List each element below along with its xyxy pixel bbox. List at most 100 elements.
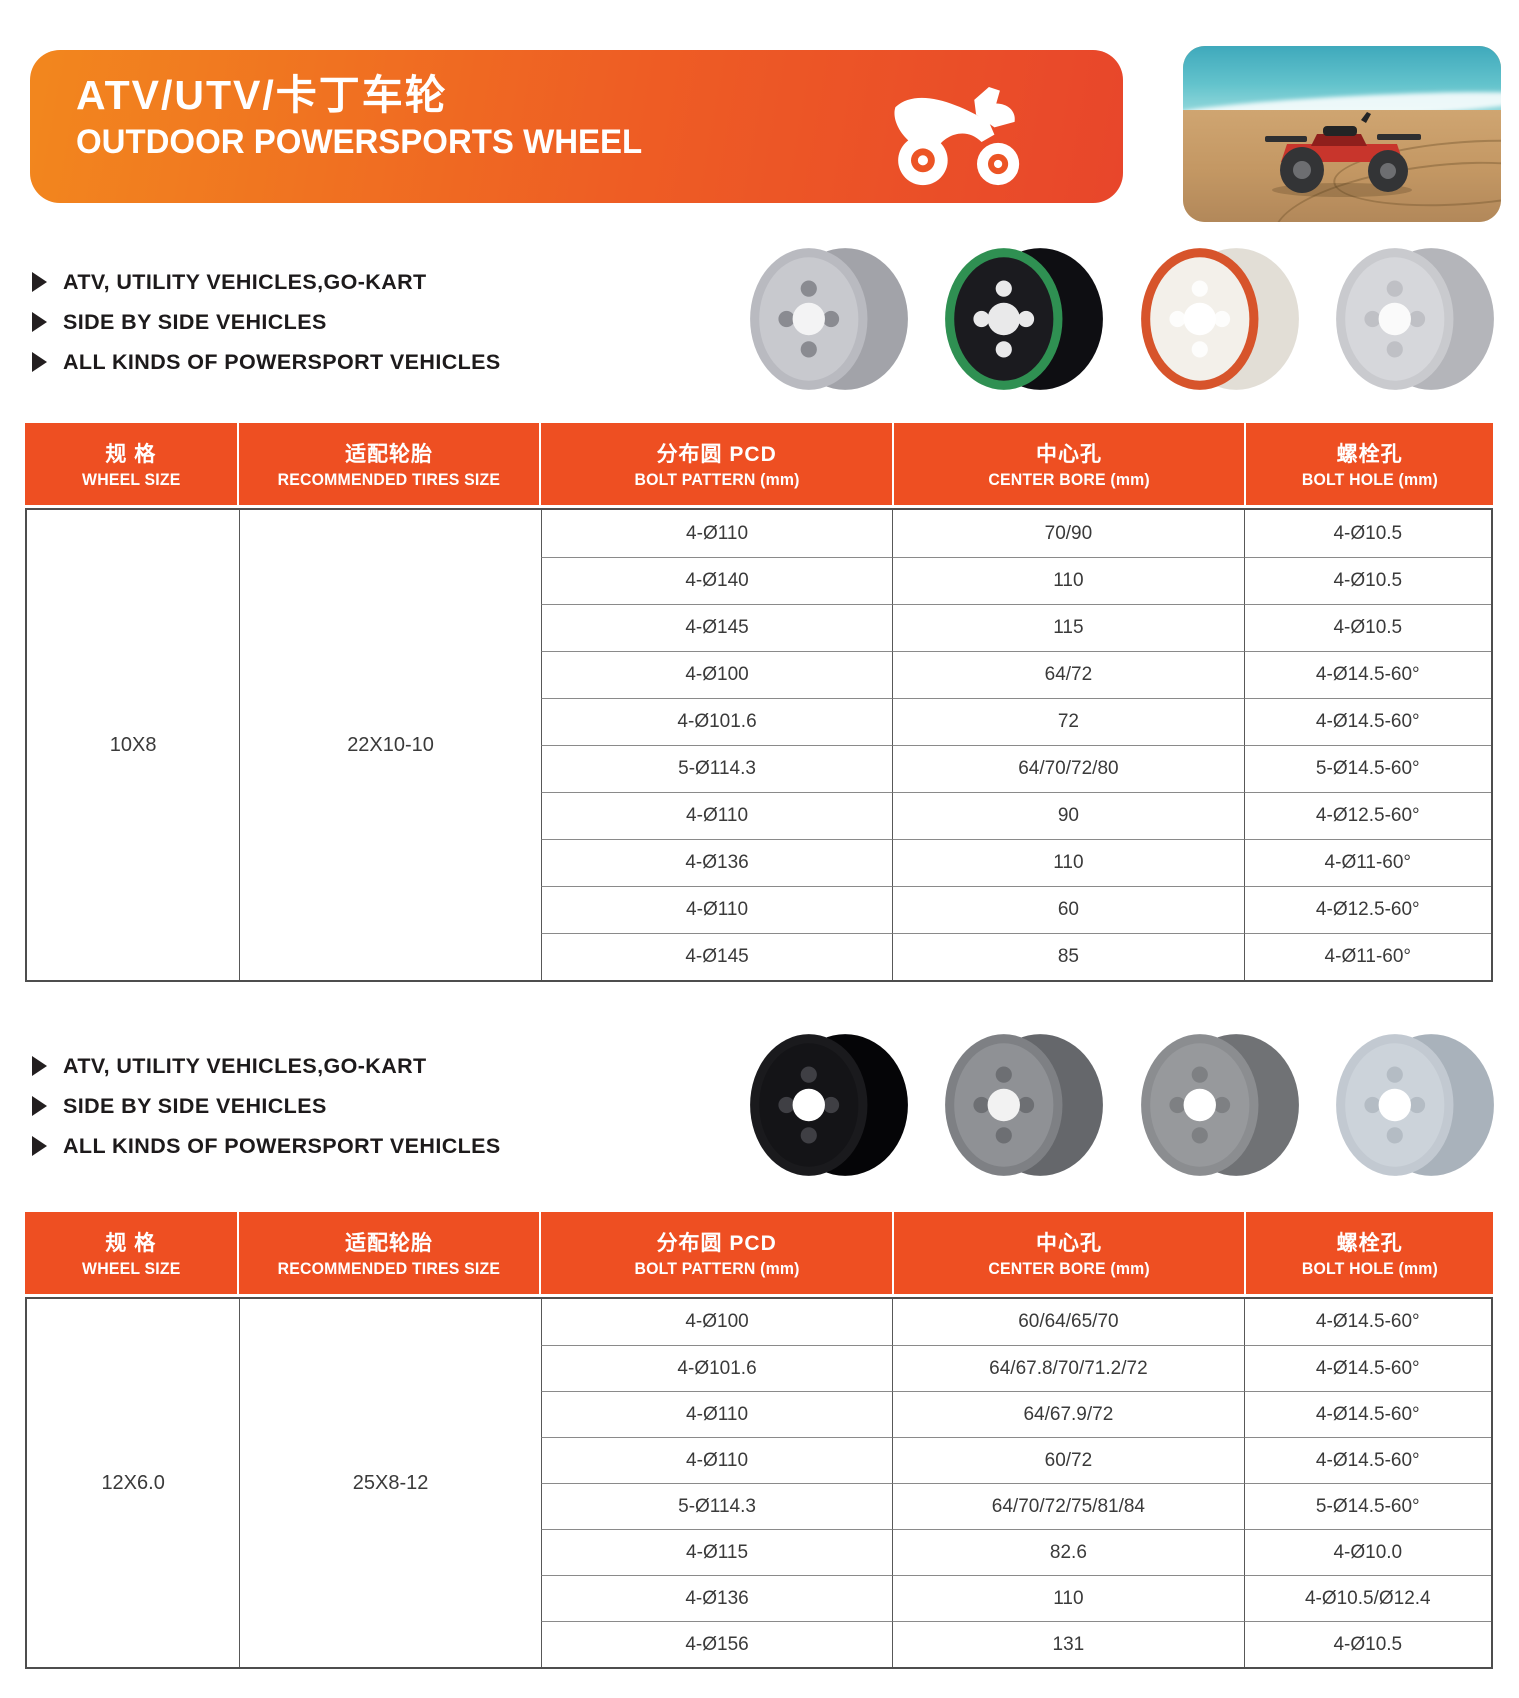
table-header-row: 规 格 WHEEL SIZE 适配轮胎 RECOMMENDED TIRES SI… [25, 1212, 1493, 1294]
cell: 4-Ø110 [540, 510, 892, 557]
bullet-label: ATV, UTILITY VEHICLES,GO-KART [63, 269, 427, 294]
cell: 5-Ø114.3 [540, 1483, 893, 1529]
cell: 64/70/72/80 [892, 745, 1244, 792]
bullet-label: ALL KINDS OF POWERSPORT VEHICLES [63, 1133, 501, 1158]
col-header-tires-size: 适配轮胎 RECOMMENDED TIRES SIZE [238, 1212, 540, 1294]
list-item: ATV, UTILITY VEHICLES,GO-KART [32, 262, 672, 302]
cell: 4-Ø12.5-60° [1243, 792, 1491, 839]
cell: 110 [892, 1575, 1244, 1621]
list-item: ALL KINDS OF POWERSPORT VEHICLES [32, 1126, 672, 1166]
table-body: 12X6.0 25X8-12 4-Ø100 60/64/65/70 4-Ø14.… [25, 1297, 1493, 1669]
cell: 131 [892, 1621, 1244, 1667]
col-header-center-bore: 中心孔 CENTER BORE (mm) [893, 423, 1245, 505]
table-header-row: 规 格 WHEEL SIZE 适配轮胎 RECOMMENDED TIRES SI… [25, 423, 1493, 505]
white-wheel-orange-rim [1133, 243, 1305, 395]
cell: 4-Ø14.5-60° [1243, 1391, 1491, 1437]
cell: 4-Ø101.6 [540, 698, 893, 745]
cell: 4-Ø110 [540, 1437, 893, 1483]
page-title-en: OUTDOOR POWERSPORTS WHEEL [76, 123, 643, 162]
cell: 60/64/65/70 [892, 1299, 1243, 1345]
cell: 4-Ø14.5-60° [1243, 1299, 1491, 1345]
wheel-size-cell: 12X6.0 [101, 1471, 165, 1494]
cell: 4-Ø100 [540, 1299, 892, 1345]
cell: 4-Ø156 [540, 1621, 893, 1667]
cell: 4-Ø14.5-60° [1243, 1345, 1491, 1391]
silver-vented-steel-wheel [742, 243, 914, 395]
cell: 4-Ø10.0 [1243, 1529, 1491, 1575]
list-item: ATV, UTILITY VEHICLES,GO-KART [32, 1046, 672, 1086]
wheel-images-row-1 [742, 240, 1500, 398]
cell: 4-Ø140 [540, 557, 893, 604]
cell: 64/72 [892, 651, 1244, 698]
cell: 4-Ø136 [540, 1575, 893, 1621]
col-header-tires-size: 适配轮胎 RECOMMENDED TIRES SIZE [238, 423, 540, 505]
light-grey-steel-wheel [1328, 1029, 1500, 1181]
cell: 4-Ø10.5/Ø12.4 [1243, 1575, 1491, 1621]
dark-grey-steel-wheel [1133, 1029, 1305, 1181]
cell: 4-Ø110 [540, 1391, 893, 1437]
photo-atv [1265, 112, 1421, 197]
cell: 82.6 [892, 1529, 1244, 1575]
cell: 4-Ø10.5 [1243, 557, 1491, 604]
col-header-wheel-size: 规 格 WHEEL SIZE [25, 1212, 237, 1294]
cell: 4-Ø11-60° [1243, 933, 1491, 980]
cell: 72 [892, 698, 1244, 745]
spec-table-12x6: 规 格 WHEEL SIZE 适配轮胎 RECOMMENDED TIRES SI… [25, 1212, 1493, 1669]
col-header-bolt-pattern: 分布圆 PCD BOLT PATTERN (mm) [541, 1212, 892, 1294]
cell: 64/70/72/75/81/84 [892, 1483, 1244, 1529]
feature-list-2: ATV, UTILITY VEHICLES,GO-KART SIDE BY SI… [32, 1046, 672, 1166]
header-banner: ATV/UTV/卡丁车轮 OUTDOOR POWERSPORTS WHEEL [30, 50, 1123, 203]
cell: 4-Ø101.6 [540, 1345, 893, 1391]
cell: 85 [892, 933, 1244, 980]
cell: 4-Ø10.5 [1243, 604, 1491, 651]
cell: 110 [892, 557, 1244, 604]
silver-steel-wheel [1328, 243, 1500, 395]
cell: 5-Ø114.3 [540, 745, 893, 792]
list-item: SIDE BY SIDE VEHICLES [32, 302, 672, 342]
triangle-bullet-icon [32, 312, 47, 332]
cell: 5-Ø14.5-60° [1243, 1483, 1491, 1529]
feature-list-1: ATV, UTILITY VEHICLES,GO-KART SIDE BY SI… [32, 262, 672, 382]
cell: 115 [892, 604, 1244, 651]
cell: 4-Ø10.5 [1243, 1621, 1491, 1667]
col-header-center-bore: 中心孔 CENTER BORE (mm) [893, 1212, 1245, 1294]
wheel-size-cell: 10X8 [109, 733, 157, 756]
cell: 4-Ø115 [540, 1529, 893, 1575]
bullet-label: SIDE BY SIDE VEHICLES [63, 1093, 327, 1118]
cell: 4-Ø14.5-60° [1243, 651, 1491, 698]
grey-steel-wheel [937, 1029, 1109, 1181]
atv-on-beach-photo [1183, 46, 1501, 222]
atv-quad-icon [894, 87, 1020, 186]
cell: 4-Ø145 [540, 933, 893, 980]
tires-size-cell: 22X10-10 [239, 510, 541, 980]
banner-text: ATV/UTV/卡丁车轮 OUTDOOR POWERSPORTS WHEEL [76, 72, 660, 162]
table-body: 10X8 22X10-10 4-Ø110 70/90 4-Ø10.5 4-Ø14… [25, 508, 1493, 982]
bullet-label: ALL KINDS OF POWERSPORT VEHICLES [63, 349, 501, 374]
black-steel-wheel [742, 1029, 914, 1181]
cell: 4-Ø110 [540, 886, 893, 933]
black-wheel-green-rim [937, 243, 1109, 395]
triangle-bullet-icon [32, 1096, 47, 1116]
cell: 70/90 [892, 510, 1243, 557]
cell: 4-Ø100 [540, 651, 893, 698]
triangle-bullet-icon [32, 1056, 47, 1076]
cell: 60 [892, 886, 1244, 933]
cell: 4-Ø10.5 [1243, 510, 1491, 557]
cell: 110 [892, 839, 1244, 886]
cell: 64/67.9/72 [892, 1391, 1244, 1437]
cell: 60/72 [892, 1437, 1244, 1483]
triangle-bullet-icon [32, 272, 47, 292]
bullet-label: SIDE BY SIDE VEHICLES [63, 309, 327, 334]
cell: 64/67.8/70/71.2/72 [892, 1345, 1244, 1391]
list-item: ALL KINDS OF POWERSPORT VEHICLES [32, 342, 672, 382]
cell: 5-Ø14.5-60° [1243, 745, 1491, 792]
triangle-bullet-icon [32, 1136, 47, 1156]
cell: 4-Ø14.5-60° [1243, 1437, 1491, 1483]
list-item: SIDE BY SIDE VEHICLES [32, 1086, 672, 1126]
col-header-bolt-pattern: 分布圆 PCD BOLT PATTERN (mm) [541, 423, 892, 505]
spec-table-10x8: 规 格 WHEEL SIZE 适配轮胎 RECOMMENDED TIRES SI… [25, 423, 1493, 982]
page-title-cn: ATV/UTV/卡丁车轮 [76, 72, 448, 118]
cell: 4-Ø12.5-60° [1243, 886, 1491, 933]
col-header-bolt-hole: 螺栓孔 BOLT HOLE (mm) [1246, 423, 1493, 505]
